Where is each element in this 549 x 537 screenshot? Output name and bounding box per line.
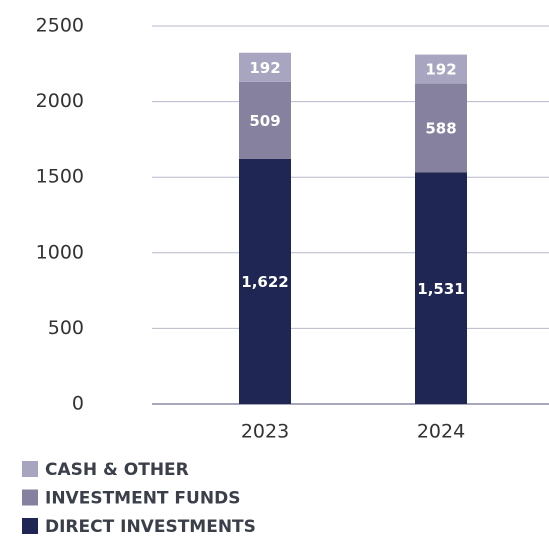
x-tick-label: 2024 <box>417 421 465 443</box>
y-tick-label: 2000 <box>36 90 84 112</box>
legend-swatch <box>22 518 38 534</box>
x-tick-label: 2023 <box>241 421 289 443</box>
legend-swatch <box>22 489 38 506</box>
legend-swatch <box>22 461 38 477</box>
y-tick-label: 500 <box>48 317 84 339</box>
bar-segment <box>415 172 467 404</box>
y-tick-label: 2500 <box>36 15 84 37</box>
value-label: 1,622 <box>241 273 288 291</box>
y-tick-label: 1000 <box>36 241 84 263</box>
y-tick-label: 1500 <box>36 166 84 188</box>
value-label: 1,531 <box>417 280 464 298</box>
legend-label: CASH & OTHER <box>45 460 189 480</box>
legend-label: DIRECT INVESTMENTS <box>45 517 256 537</box>
bar-segment <box>239 81 291 159</box>
value-label: 509 <box>249 112 280 130</box>
value-label: 588 <box>425 120 456 138</box>
value-label: 192 <box>249 59 280 77</box>
legend-label: INVESTMENT FUNDS <box>45 489 240 509</box>
bar-segment <box>239 158 291 404</box>
bar-segment <box>239 52 291 82</box>
y-tick-label: 0 <box>72 393 84 415</box>
bar-segment <box>415 54 467 84</box>
value-label: 192 <box>425 61 456 79</box>
bar-segment <box>415 83 467 173</box>
